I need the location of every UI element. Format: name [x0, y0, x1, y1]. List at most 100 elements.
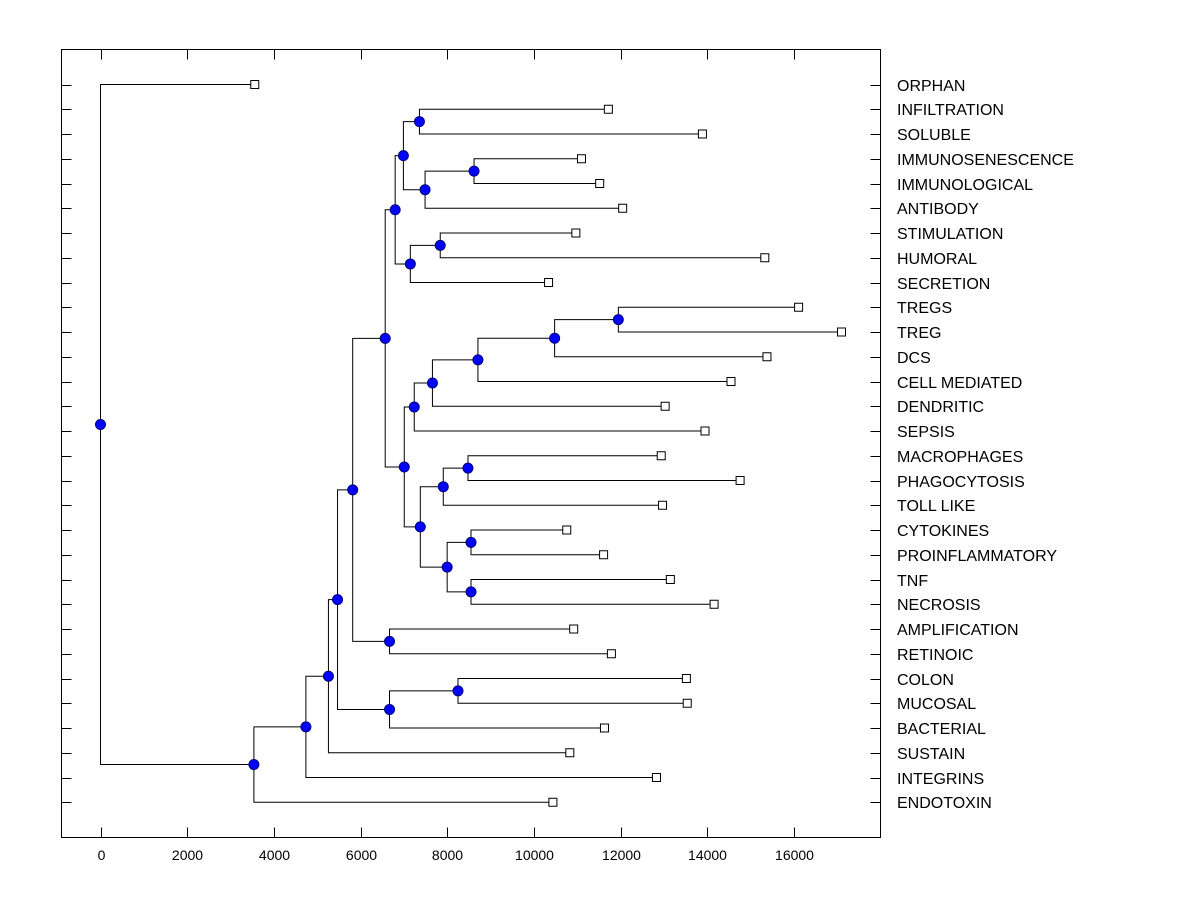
axis-ticks: [61, 49, 881, 838]
branch: [384, 338, 405, 468]
cluster-node: [549, 332, 561, 344]
leaf-label: MACROPHAGES: [897, 449, 1023, 466]
leaf-marker: [735, 476, 745, 485]
branch: [305, 726, 657, 778]
leaf-label: DCS: [897, 350, 931, 367]
x-tick-label: 6000: [346, 847, 377, 863]
branch: [424, 170, 475, 190]
leaf-label: TNF: [897, 573, 928, 590]
internal-nodes: [95, 116, 624, 771]
leaf-label: DENDRITIC: [897, 399, 984, 416]
cluster-node: [384, 635, 396, 647]
leaf-marker: [618, 203, 628, 213]
branch: [327, 676, 570, 754]
plot-frame: [61, 49, 881, 838]
cluster-node: [332, 594, 344, 606]
branch: [100, 424, 254, 766]
leaf-markers: [250, 80, 846, 807]
cluster-node: [384, 703, 396, 715]
leaf-marker: [665, 575, 675, 584]
branch: [409, 244, 441, 264]
leaf-marker: [577, 154, 586, 164]
branch: [402, 155, 426, 191]
cluster-node: [434, 239, 446, 251]
leaf-marker: [681, 674, 691, 683]
leaf-label: SUSTAIN: [897, 746, 965, 763]
branch: [409, 263, 549, 283]
leaf-marker: [571, 228, 581, 238]
leaf-label: CELL MEDIATED: [897, 375, 1022, 392]
leaf-label: CYTOKINES: [897, 523, 989, 540]
leaf-marker: [709, 599, 719, 609]
branch: [431, 383, 666, 407]
leaf-label: SECRETION: [897, 276, 990, 293]
leaf-label: NECROSIS: [897, 597, 981, 614]
cluster-node: [397, 150, 409, 162]
branch: [352, 337, 386, 490]
branch: [337, 599, 390, 710]
leaf-label: PROINFLAMMATORY: [897, 548, 1057, 565]
branch: [554, 338, 767, 358]
leaf-label: IMMUNOLOGICAL: [897, 177, 1033, 194]
branch: [389, 690, 458, 710]
branch: [253, 726, 306, 765]
cluster-node: [462, 462, 474, 474]
cluster-node: [404, 258, 416, 270]
branch: [419, 486, 444, 527]
leaf-marker: [682, 698, 692, 708]
cluster-node: [248, 759, 260, 771]
branch: [442, 486, 663, 506]
cluster-node: [389, 204, 401, 216]
cluster-node: [322, 670, 334, 682]
leaf-marker: [658, 500, 668, 510]
cluster-node: [95, 419, 106, 431]
x-tick-label: 16000: [775, 847, 814, 863]
leaf-marker: [562, 525, 572, 535]
leaf-label: STIMULATION: [897, 226, 1003, 243]
branch: [446, 541, 471, 568]
x-tick-label: 8000: [432, 847, 463, 863]
leaf-marker: [660, 401, 670, 411]
x-axis-tick-labels: 0 2000 4000 6000 8000 10000 12000 14000 16000: [98, 847, 815, 863]
leaf-marker: [606, 649, 616, 659]
cluster-node: [452, 685, 464, 697]
leaf-marker: [651, 773, 661, 782]
branch: [413, 382, 433, 408]
cluster-node: [379, 332, 391, 344]
x-tick-label: 12000: [602, 847, 641, 863]
leaf-label: ANTIBODY: [897, 201, 979, 218]
branch: [389, 709, 605, 729]
leaf-label: TOLL LIKE: [897, 498, 975, 515]
leaf-label: IMMUNOSENESCENCE: [897, 152, 1074, 169]
x-tick-label: 4000: [259, 847, 290, 863]
cluster-node: [413, 116, 425, 128]
branch: [442, 467, 468, 487]
x-tick-label: 10000: [515, 847, 554, 863]
leaf-marker: [569, 624, 579, 634]
leaf-labels: ORPHAN INFILTRATION SOLUBLE IMMUNOSENESCENC…: [897, 78, 1074, 812]
leaf-marker: [599, 723, 609, 733]
x-tick-label: 0: [98, 847, 106, 863]
leaf-label: AMPLIFICATION: [897, 622, 1019, 639]
branch: [477, 337, 555, 360]
leaf-marker: [548, 797, 558, 807]
x-tick-label: 2000: [172, 847, 203, 863]
leaf-label: TREGS: [897, 300, 952, 317]
branch: [413, 407, 705, 432]
leaf-marker: [762, 352, 772, 362]
branch: [305, 675, 329, 727]
leaf-label: INTEGRINS: [897, 771, 984, 788]
branch: [352, 489, 390, 642]
cluster-node: [472, 354, 484, 366]
leaf-marker: [599, 550, 609, 560]
cluster-node: [300, 721, 312, 733]
leaf-label: SOLUBLE: [897, 127, 971, 144]
x-tick-label: 14000: [688, 847, 727, 863]
leaf-label: COLON: [897, 672, 954, 689]
cluster-node: [347, 484, 359, 496]
cluster-node: [419, 184, 431, 196]
leaf-marker: [250, 80, 260, 89]
cluster-node: [465, 536, 477, 548]
cluster-node: [426, 377, 438, 389]
